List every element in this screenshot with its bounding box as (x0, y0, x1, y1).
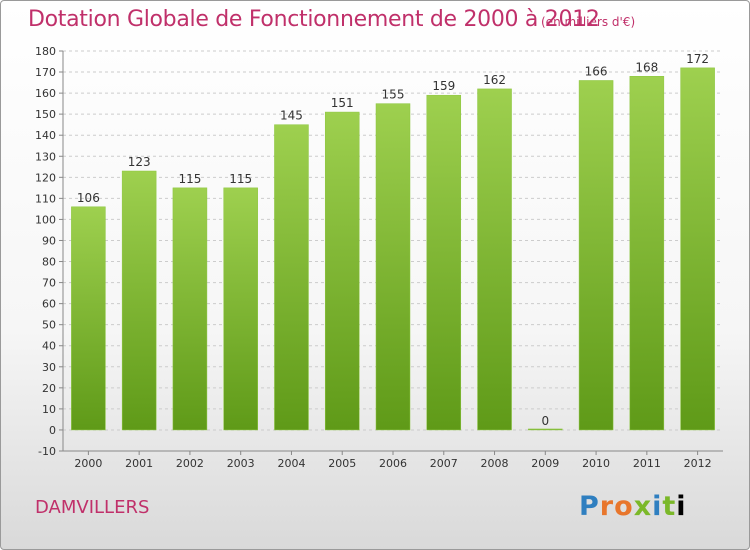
y-tick-label: -10 (38, 445, 56, 458)
bar-2010 (578, 80, 614, 431)
y-tick-label: 110 (35, 192, 56, 205)
bar-2005 (324, 111, 360, 431)
value-label-2005: 151 (331, 96, 354, 110)
bar-2007 (426, 94, 462, 431)
x-tick-label-2007: 2007 (430, 457, 458, 470)
value-label-2010: 166 (585, 64, 608, 78)
y-tick-label: 50 (42, 319, 56, 332)
value-label-2004: 145 (280, 109, 303, 123)
value-label-2009: 0 (541, 414, 549, 428)
y-tick-label: 40 (42, 340, 56, 353)
proxiti-logo: Proxiti (579, 491, 687, 522)
x-tick-label-2011: 2011 (633, 457, 661, 470)
x-tick-label-2005: 2005 (328, 457, 356, 470)
x-tick-label-2001: 2001 (125, 457, 153, 470)
x-tick-label-2010: 2010 (582, 457, 610, 470)
value-label-2002: 115 (178, 172, 201, 186)
bar-2002 (172, 187, 208, 431)
bar-2003 (223, 187, 258, 431)
x-tick-label-2000: 2000 (74, 457, 102, 470)
y-tick-label: 30 (42, 361, 56, 374)
y-tick-label: 140 (35, 129, 56, 142)
y-tick-label: 130 (35, 150, 56, 163)
axes: -10 0 10 20 30 40 50 60 70 80 90 100 110 120 130 140 150… (35, 45, 723, 458)
x-tick-label-2008: 2008 (481, 457, 509, 470)
bar-2008 (477, 88, 512, 431)
y-tick-label: 70 (42, 277, 56, 290)
labels: 106 2000 123 2001 115 2002 115 2003 145 2004 151 20… (74, 52, 711, 470)
y-tick-label: 170 (35, 66, 56, 79)
y-tick-label: 0 (49, 424, 56, 437)
bar-2011 (629, 76, 665, 431)
commune-name: DAMVILLERS (35, 497, 150, 518)
x-tick-label-2006: 2006 (379, 457, 407, 470)
bar-2000 (71, 206, 106, 431)
chart-title: Dotation Globale de Fonctionnement de 20… (28, 7, 600, 32)
y-tick-label: 60 (42, 298, 56, 311)
y-tick-label: 80 (42, 256, 56, 269)
bar-2009 (528, 428, 563, 431)
value-label-2007: 159 (432, 79, 455, 93)
chart-subtitle: (en milliers d'€) (541, 15, 636, 29)
value-label-2011: 168 (635, 60, 658, 74)
x-tick-label-2004: 2004 (277, 457, 305, 470)
bars (71, 67, 715, 431)
bar-2001 (121, 170, 157, 431)
y-tick-label: 180 (35, 45, 56, 58)
bar-2004 (274, 124, 309, 431)
value-label-2006: 155 (382, 88, 405, 102)
value-label-2000: 106 (77, 191, 100, 205)
y-tick-label: 120 (35, 171, 56, 184)
x-tick-label-2003: 2003 (227, 457, 255, 470)
y-tick-label: 160 (35, 87, 56, 100)
value-label-2008: 162 (483, 73, 506, 87)
bar-2006 (375, 103, 411, 431)
y-tick-label: 20 (42, 382, 56, 395)
y-tick-label: 150 (35, 108, 56, 121)
bar-2012 (680, 67, 715, 431)
value-label-2001: 123 (128, 155, 151, 169)
x-tick-label-2009: 2009 (531, 457, 559, 470)
value-label-2012: 172 (686, 52, 709, 66)
y-tick-label: 100 (35, 213, 56, 226)
y-tick-label: 10 (42, 403, 56, 416)
x-tick-label-2002: 2002 (176, 457, 204, 470)
y-tick-label: 90 (42, 234, 56, 247)
x-tick-label-2012: 2012 (684, 457, 712, 470)
value-label-2003: 115 (229, 172, 252, 186)
